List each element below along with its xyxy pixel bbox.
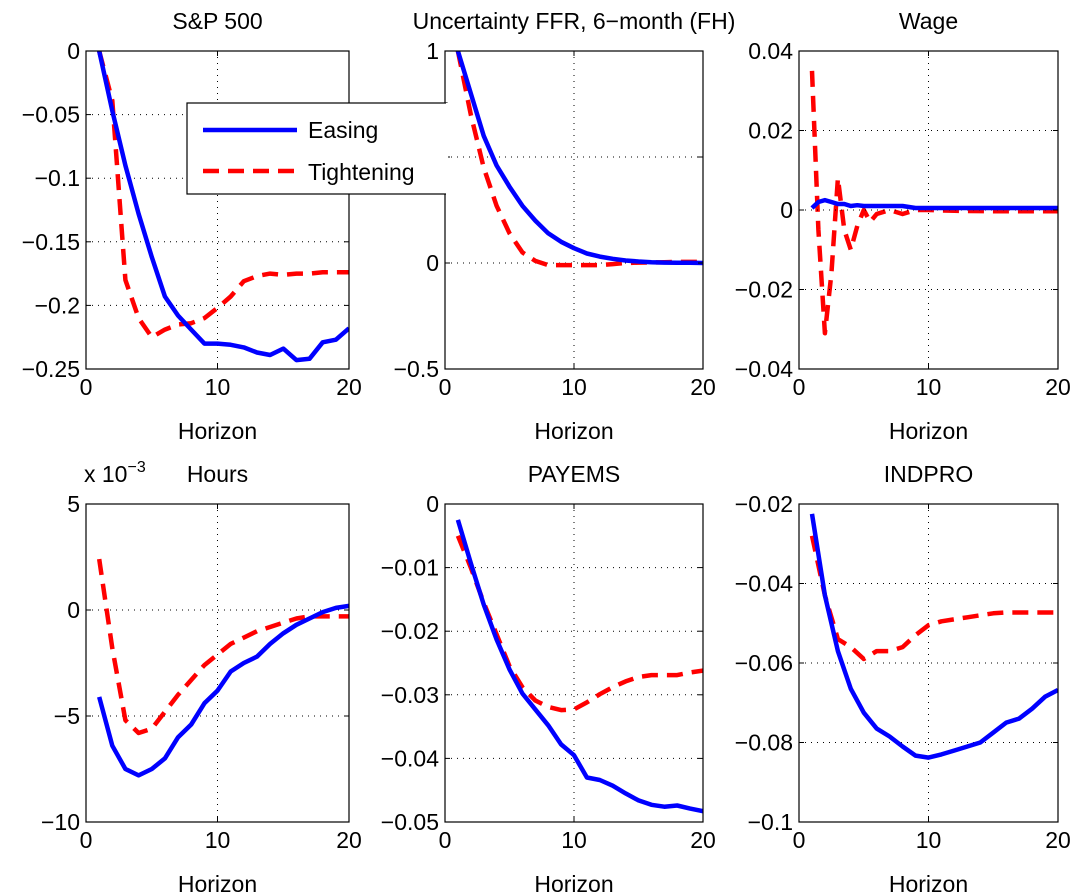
- series-tightening-line: [809, 535, 1058, 662]
- legend: Easing Tightening: [186, 102, 448, 195]
- y-tick-label: 0: [780, 197, 793, 223]
- y-tick-label: −10: [41, 809, 80, 835]
- y-tick-label: −0.5: [394, 356, 439, 382]
- x-axis-label: Horizon: [534, 871, 613, 894]
- x-axis-label: Horizon: [889, 871, 968, 894]
- y-tick-label: −0.02: [381, 618, 439, 644]
- x-tick-label: 20: [690, 827, 716, 853]
- y-tick-label: −0.15: [22, 229, 80, 255]
- panel-3: 0 10 20 0.04 0.02 0 −0.02 −0.04 Wage Horizon: [735, 8, 1071, 444]
- y-tick-label: 0: [426, 491, 439, 517]
- y-tick-label: −0.08: [735, 730, 793, 756]
- panel-title: PAYEMS: [528, 461, 620, 487]
- y-tick-label: 5: [67, 491, 80, 517]
- y-tick-label: −0.04: [735, 356, 793, 382]
- x-tick-label: 10: [916, 374, 942, 400]
- panel-6: 0 10 20 −0.02 −0.04 −0.06 −0.08 −0.1 INDPRO Horiz…: [735, 461, 1071, 894]
- y-tick-label: −0.01: [381, 555, 439, 581]
- y-tick-label: 0: [426, 250, 439, 276]
- x-tick-label: 20: [690, 374, 716, 400]
- x-tick-label: 10: [205, 827, 231, 853]
- y-tick-label: −0.2: [35, 292, 80, 318]
- x-tick-label: 20: [1045, 827, 1071, 853]
- y-tick-label: −0.06: [735, 650, 793, 676]
- panel-title: Wage: [899, 8, 958, 34]
- legend-box: [186, 102, 448, 195]
- y-tick-label: −0.03: [381, 682, 439, 708]
- y-tick-label: 0.02: [748, 118, 793, 144]
- series-easing-line: [97, 51, 349, 363]
- y-tick-label: −0.02: [735, 491, 793, 517]
- series-tightening-line: [96, 558, 349, 736]
- x-tick-label: 10: [561, 374, 587, 400]
- x-axis-label: Horizon: [534, 418, 613, 444]
- panel-title: Hours: [187, 461, 248, 487]
- x-tick-label: 10: [561, 827, 587, 853]
- y-tick-label: 0.04: [748, 38, 793, 64]
- x-tick-label: 0: [793, 827, 806, 853]
- series-easing-line: [455, 51, 703, 266]
- x-tick-label: 10: [916, 827, 942, 853]
- panel-title: INDPRO: [884, 461, 973, 487]
- x-tick-label: 0: [80, 827, 93, 853]
- panel-5: 0 10 20 0 −0.01 −0.02 −0.03 −0.04 −0.05 PAYEMS Hor…: [381, 461, 716, 894]
- series-easing-line: [809, 513, 1058, 760]
- y-tick-label: 0: [67, 38, 80, 64]
- x-axis-label: Horizon: [889, 418, 968, 444]
- y-tick-label: −0.1: [35, 165, 80, 191]
- series-tightening-line: [455, 534, 703, 713]
- legend-easing-label: Easing: [308, 117, 378, 143]
- panel-1: 0 10 20 0 −0.05 −0.1 −0.15 −0.2 −0.25 S&P 500 Hori…: [22, 8, 362, 444]
- x-tick-label: 0: [439, 374, 452, 400]
- y-tick-label: −0.05: [22, 102, 80, 128]
- y-tick-label: −0.04: [381, 745, 439, 771]
- panel-2-overlap: [446, 103, 448, 195]
- x-axis-label: Horizon: [178, 418, 257, 444]
- x-tick-label: 20: [336, 827, 362, 853]
- series-tightening-line: [809, 70, 1058, 336]
- legend-tightening-label: Tightening: [308, 159, 415, 185]
- x-tick-label: 0: [439, 827, 452, 853]
- y-tick-label: −0.04: [735, 571, 793, 597]
- x-axis-label: Horizon: [178, 871, 257, 894]
- x-tick-label: 20: [336, 374, 362, 400]
- y-tick-label: −0.02: [735, 277, 793, 303]
- x-tick-label: 0: [80, 374, 93, 400]
- x-tick-label: 20: [1045, 374, 1071, 400]
- x-tick-label: 10: [205, 374, 231, 400]
- panel-title: Uncertainty FFR, 6−month (FH): [413, 8, 736, 34]
- x-tick-label: 0: [793, 374, 806, 400]
- y-tick-label: −0.05: [381, 809, 439, 835]
- y-tick-label: −5: [54, 703, 80, 729]
- y-tick-label: 1: [426, 38, 439, 64]
- y-tick-label: 0: [67, 597, 80, 623]
- y-tick-label: −0.1: [748, 809, 793, 835]
- series-easing-line: [810, 197, 1058, 211]
- panel-4: 0 10 20 5 0 −5 −10 Hours x 10−3 Horizon: [41, 459, 362, 894]
- panel-title: S&P 500: [172, 8, 262, 34]
- series-easing-line: [455, 519, 703, 814]
- y-multiplier-label: x 10−3: [84, 459, 146, 487]
- series-tightening-line: [97, 51, 349, 340]
- y-tick-label: −0.25: [22, 356, 80, 382]
- series-easing-line: [97, 603, 349, 778]
